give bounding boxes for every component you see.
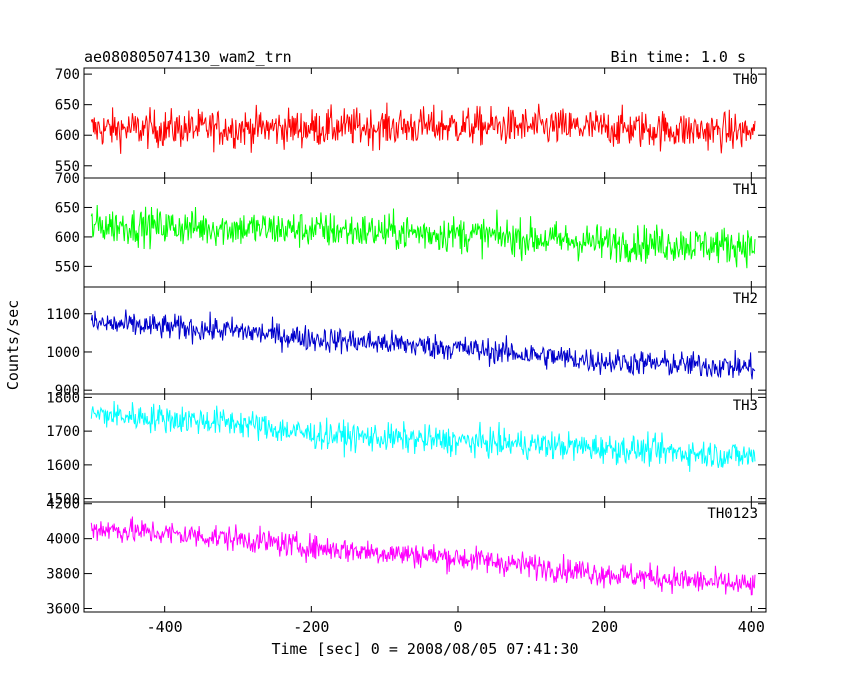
panel-frame	[83, 286, 767, 395]
panel-frame	[83, 501, 767, 613]
y-tick-label: 650	[55, 200, 80, 216]
y-tick-label: 3800	[46, 567, 80, 583]
y-tick-label: 600	[55, 230, 80, 246]
y-tick-label: 650	[55, 98, 80, 114]
y-tick-label: 600	[55, 128, 80, 144]
x-tick-label: 0	[453, 618, 462, 636]
y-axis-label: Counts/sec	[4, 300, 22, 390]
y-tick-label: 4200	[46, 497, 80, 513]
series-label-th1: TH1	[733, 182, 758, 198]
panel-th1: 550 600 650 700 TH1	[55, 171, 767, 288]
x-tick-label: 200	[591, 618, 618, 636]
series-line-th0123	[90, 516, 756, 596]
y-tick-label: 1800	[46, 390, 80, 406]
series-label-th0: TH0	[733, 72, 758, 88]
bin-time-label: Bin time: 1.0 s	[611, 48, 746, 66]
x-tick-label: 400	[738, 618, 765, 636]
y-tick-label: 550	[55, 159, 80, 175]
y-tick-label: 700	[55, 67, 80, 83]
y-tick-label: 550	[55, 259, 80, 275]
panels: 550 600 650 700 TH0 550 600 650 700 TH1 900 1000 110…	[46, 67, 767, 636]
y-tick-label: 700	[55, 171, 80, 187]
series-label-th3: TH3	[733, 398, 758, 414]
panel-th0: 550 600 650 700 TH0	[55, 67, 767, 179]
series-line-th2	[90, 309, 756, 380]
y-tick-label: 1600	[46, 458, 80, 474]
x-axis-label: Time [sec] 0 = 2008/08/05 07:41:30	[271, 640, 578, 658]
y-tick-label: 3600	[46, 602, 80, 618]
panel-th2: 900 1000 1100 TH2	[46, 286, 767, 399]
y-tick-label: 4000	[46, 532, 80, 548]
y-tick-label: 1700	[46, 424, 80, 440]
y-tick-label: 1100	[46, 307, 80, 323]
panel-th0123: 3600 3800 4000 4200 TH0123	[46, 497, 767, 618]
x-tick-label: -200	[293, 618, 329, 636]
y-tick-label: 900	[55, 383, 80, 399]
figure-title: ae080805074130_wam2_trn	[84, 48, 292, 66]
series-line-th1	[90, 204, 756, 269]
x-tick-label: -400	[147, 618, 183, 636]
series-line-th3	[90, 400, 756, 472]
series-line-th0	[90, 102, 756, 154]
y-tick-label: 1000	[46, 345, 80, 361]
panel-th3: 1500 1600 1700 1800 TH3	[46, 390, 767, 508]
series-label-th0123: TH0123	[707, 506, 758, 522]
y-tick-label: 1500	[46, 492, 80, 508]
series-label-th2: TH2	[733, 291, 758, 307]
